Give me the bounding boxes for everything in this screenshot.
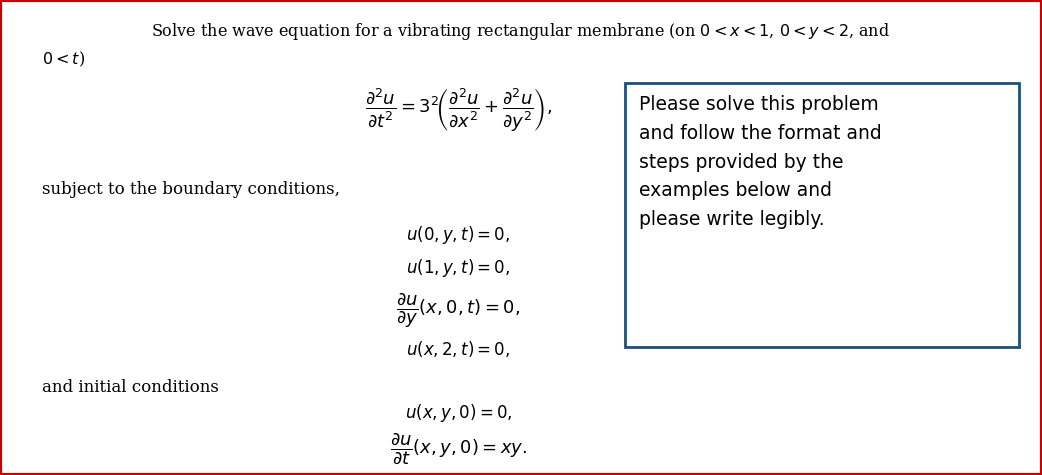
Text: $u(x, 2, t) = 0,$: $u(x, 2, t) = 0,$ <box>406 339 511 359</box>
FancyBboxPatch shape <box>625 83 1019 347</box>
Text: $\dfrac{\partial u}{\partial y}(x, 0, t) = 0,$: $\dfrac{\partial u}{\partial y}(x, 0, t)… <box>396 292 521 331</box>
Text: subject to the boundary conditions,: subject to the boundary conditions, <box>42 181 340 199</box>
Text: $u(x, y, 0) = 0,$: $u(x, y, 0) = 0,$ <box>404 402 513 424</box>
Text: $0 < t$): $0 < t$) <box>42 50 84 69</box>
Text: and initial conditions: and initial conditions <box>42 379 219 396</box>
Text: $\dfrac{\partial u}{\partial t}(x, y, 0) = xy.$: $\dfrac{\partial u}{\partial t}(x, y, 0)… <box>390 431 527 466</box>
Text: $\dfrac{\partial^2 u}{\partial t^2} = 3^2\!\left(\dfrac{\partial^2 u}{\partial x: $\dfrac{\partial^2 u}{\partial t^2} = 3^… <box>365 86 552 133</box>
Text: $u(0, y, t) = 0,$: $u(0, y, t) = 0,$ <box>406 224 511 246</box>
Text: Solve the wave equation for a vibrating rectangular membrane (on $0 < x < 1$, $0: Solve the wave equation for a vibrating … <box>151 21 891 42</box>
Text: Please solve this problem
and follow the format and
steps provided by the
exampl: Please solve this problem and follow the… <box>639 95 882 229</box>
Text: $u(1, y, t) = 0,$: $u(1, y, t) = 0,$ <box>406 257 511 279</box>
